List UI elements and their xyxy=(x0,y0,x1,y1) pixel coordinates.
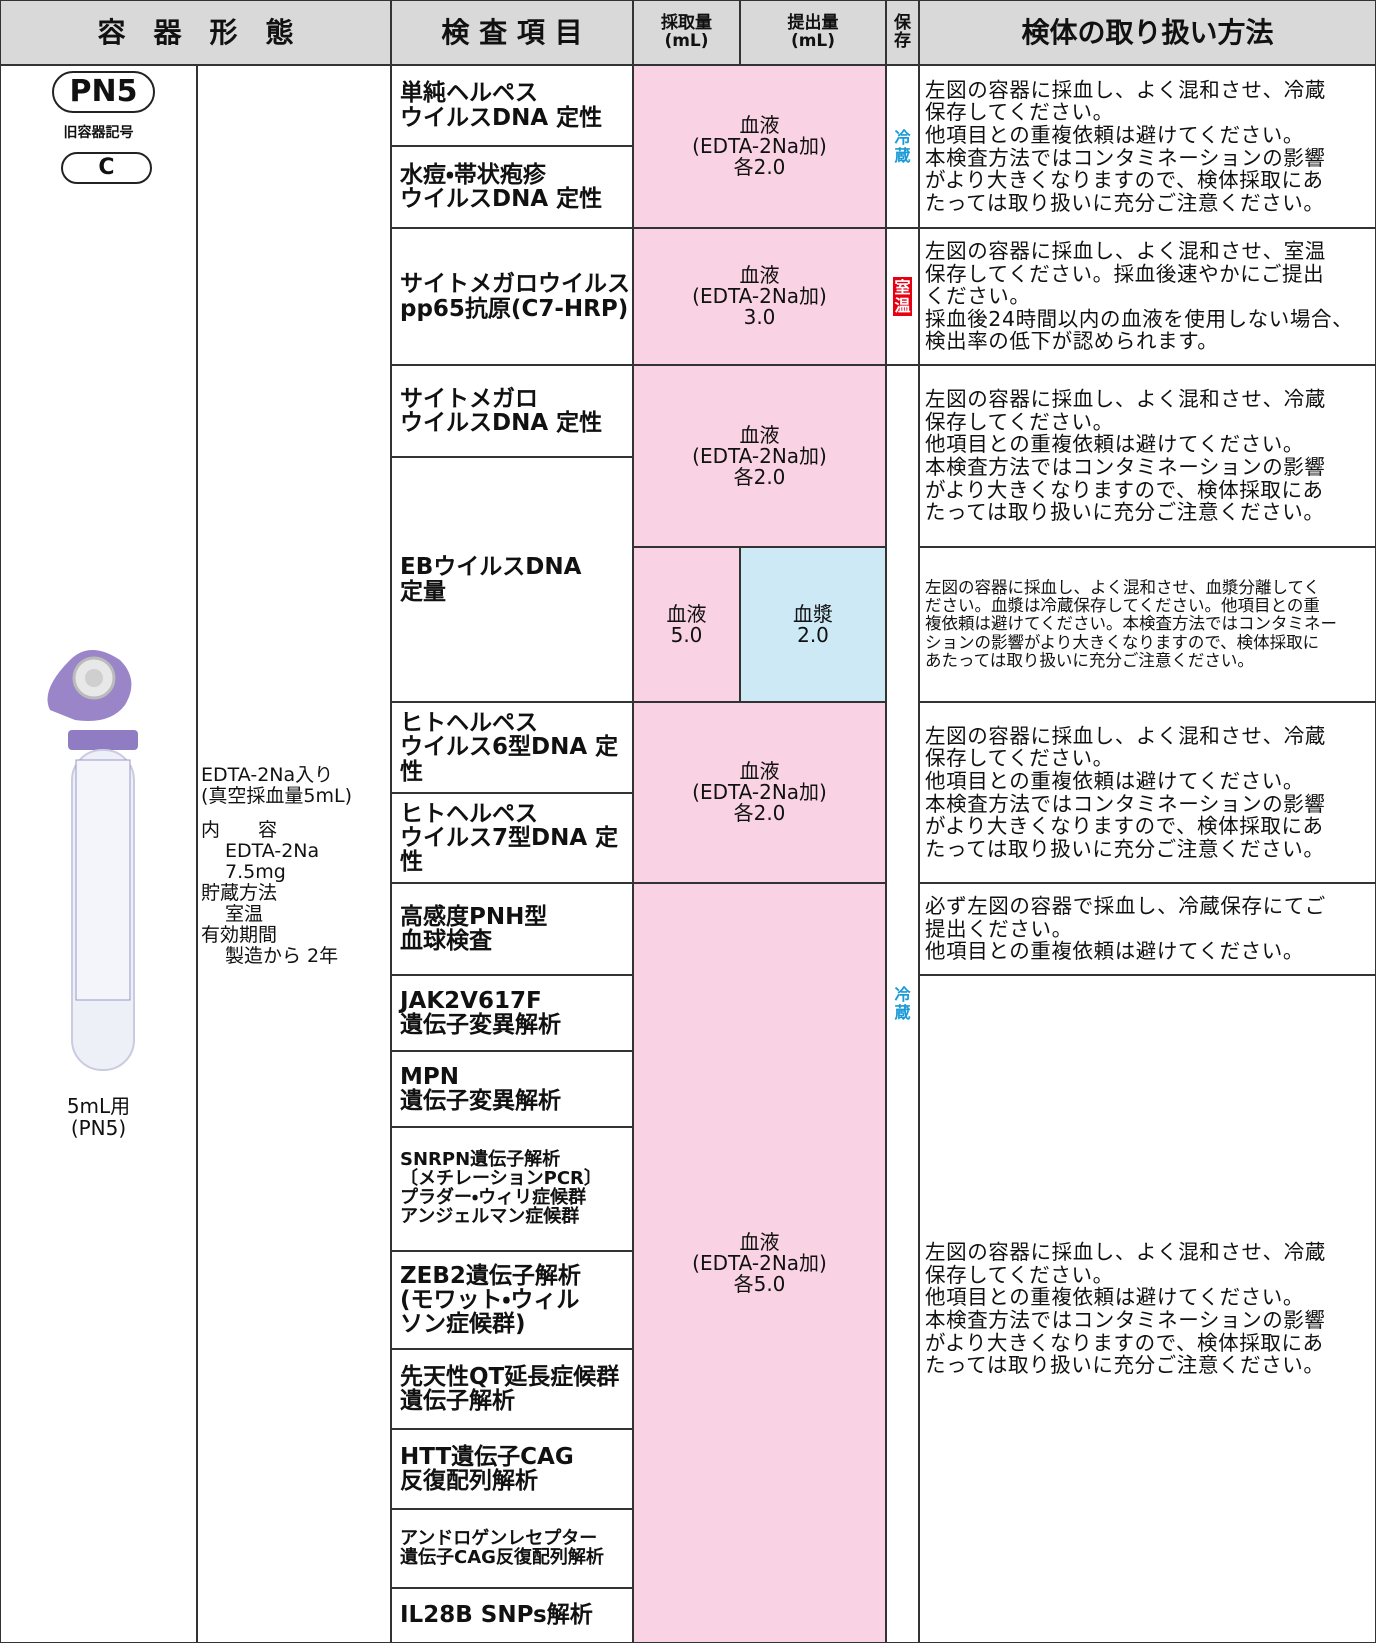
test-item: EBウイルスDNA 定量 xyxy=(391,457,633,702)
storage: 室 温 xyxy=(893,276,912,317)
specimen: 血液 (EDTA-2Na加) 各2.0 xyxy=(633,702,886,883)
test-item: MPN 遺伝子変異解析 xyxy=(391,1051,633,1127)
tube-caption: 5mL用 (PN5) xyxy=(66,1094,131,1140)
storage-cell: 冷 蔵 xyxy=(886,365,919,1643)
storage: 冷 蔵 xyxy=(894,985,911,1022)
test-item: 水痘・帯状疱疹 ウイルスDNA 定性 xyxy=(391,146,633,228)
test-item: アンドロゲンレセプター 遺伝子CAG反復配列解析 xyxy=(391,1509,633,1588)
storage-cell: 室 温 xyxy=(886,228,919,365)
test-item: JAK2V617F 遺伝子変異解析 xyxy=(391,975,633,1051)
test-item: ヒトヘルペス ウイルス7型DNA 定性 xyxy=(391,793,633,883)
header-container: 容 器 形 態 xyxy=(0,0,391,65)
storage-label: 貯蔵方法 xyxy=(201,882,278,904)
handling: 左図の容器に採血し、よく混和させ、冷蔵 保存してください。 他項目との重複依頼は… xyxy=(919,975,1376,1643)
tube-icon xyxy=(47,650,138,1071)
specimen: 血液 (EDTA-2Na加) 各5.0 xyxy=(633,883,886,1643)
handling: 左図の容器に採血し、よく混和させ、血漿分離してく ださい。血漿は冷蔵保存してくだ… xyxy=(919,547,1376,702)
test-item: 単純ヘルペス ウイルスDNA 定性 xyxy=(391,65,633,146)
expiry-label: 有効期間 xyxy=(201,924,278,946)
container-description: EDTA-2Na入り (真空採血量5mL) xyxy=(201,764,353,807)
container-storage: 室温 xyxy=(225,903,264,925)
specimen: 血液 (EDTA-2Na加) 3.0 xyxy=(633,228,886,365)
header-test: 検 査 項 目 xyxy=(391,0,633,65)
handling: 左図の容器に採血し、よく混和させ、冷蔵 保存してください。 他項目との重複依頼は… xyxy=(919,702,1376,883)
handling: 必ず左図の容器で採血し、冷蔵保存にてご 提出ください。 他項目との重複依頼は避け… xyxy=(919,883,1376,975)
specimen: 血液 (EDTA-2Na加) 各2.0 xyxy=(633,65,886,228)
header-collection: 採取量 (mL) xyxy=(633,0,740,65)
test-item: サイトメガロ ウイルスDNA 定性 xyxy=(391,365,633,457)
old-code-label: 旧容器記号 xyxy=(63,125,134,141)
test-item: 先天性QT延長症候群 遺伝子解析 xyxy=(391,1349,633,1429)
test-item: HTT遺伝子CAG 反復配列解析 xyxy=(391,1429,633,1509)
header-storage: 保 存 xyxy=(886,0,919,65)
old-code: C xyxy=(61,152,152,184)
storage: 冷 蔵 xyxy=(894,127,911,165)
header-submission: 提出量 (mL) xyxy=(740,0,886,65)
eb-submission: 血漿 2.0 xyxy=(740,547,886,702)
container-code: PN5 xyxy=(52,71,155,113)
test-item: IL28B SNPs解析 xyxy=(391,1588,633,1643)
test-item: SNRPN遺伝子解析 〔メチレーションPCR〕 プラダー・ウィリ症候群 アンジェ… xyxy=(391,1127,633,1251)
handling: 左図の容器に採血し、よく混和させ、冷蔵 保存してください。 他項目との重複依頼は… xyxy=(919,65,1376,228)
handling: 左図の容器に採血し、よく混和させ、室温 保存してください。採血後速やかにご提出 … xyxy=(919,228,1376,365)
contents-label: 内 容 xyxy=(201,819,278,841)
test-item: 高感度PNH型 血球検査 xyxy=(391,883,633,975)
test-item: ヒトヘルペス ウイルス6型DNA 定性 xyxy=(391,702,633,793)
expiry: 製造から 2年 xyxy=(225,945,339,967)
specimen: 血液 (EDTA-2Na加) 各2.0 xyxy=(633,365,886,547)
test-item: ZEB2遺伝子解析 (モワット・ウィル ソン症候群) xyxy=(391,1251,633,1349)
header-handling: 検体の取り扱い方法 xyxy=(919,0,1376,65)
eb-collection: 血液 5.0 xyxy=(633,547,740,702)
handling: 左図の容器に採血し、よく混和させ、冷蔵 保存してください。 他項目との重複依頼は… xyxy=(919,365,1376,547)
storage-cell: 冷 蔵 xyxy=(886,65,919,228)
contents: EDTA-2Na 7.5mg xyxy=(225,840,320,883)
test-item: サイトメガロウイルス pp65抗原(C7-HRP) xyxy=(391,228,633,365)
